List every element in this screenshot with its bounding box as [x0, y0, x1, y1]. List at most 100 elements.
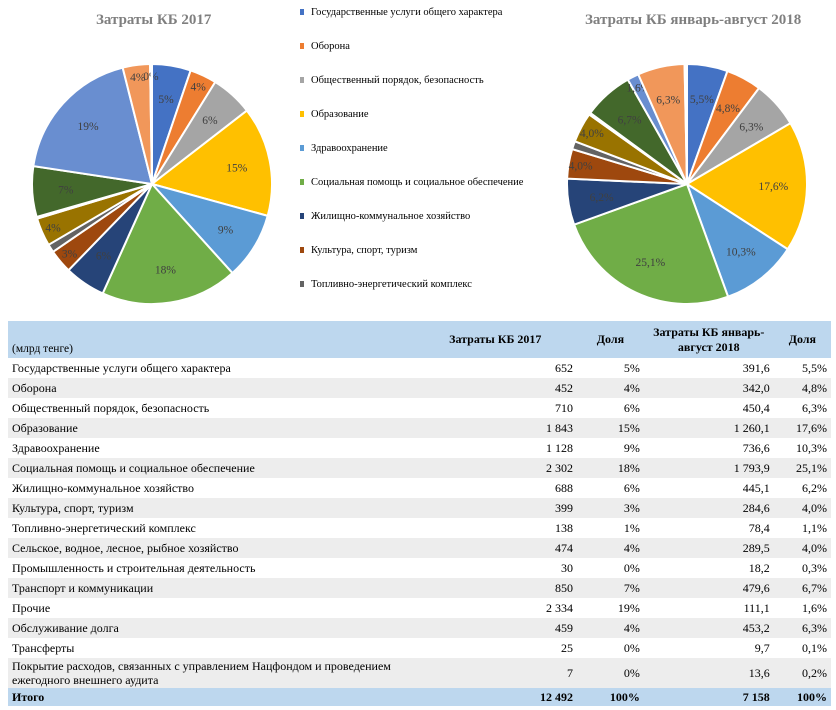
- share-2017: 0%: [577, 658, 644, 688]
- legend-entry: Здравоохранение: [300, 140, 388, 156]
- pie-slice-label: 10,3%: [726, 247, 756, 259]
- total-share-2017: 100%: [577, 688, 644, 706]
- value-2018: 78,4: [748, 520, 770, 535]
- value-2017: 138: [555, 520, 574, 535]
- legend-entry: Образование: [300, 106, 369, 122]
- share-2017: 7%: [577, 578, 644, 598]
- pie-slice: [685, 181, 790, 299]
- value-2017: 25: [561, 640, 574, 655]
- share-2018: 1,1%: [802, 520, 827, 535]
- pie-slice-label: 6,3%: [656, 95, 680, 107]
- legend-label: Культура, спорт, туризм: [311, 244, 418, 256]
- col-header-2018: Затраты КБ январь-август 2018: [643, 321, 774, 358]
- pie-slice-label: 4,0%: [569, 161, 593, 173]
- legend-entry: Жилищно-коммунальное хозяйство: [300, 208, 470, 224]
- row-name: Промышленность и строительная деятельнос…: [12, 560, 256, 575]
- value-2017: 2 334: [546, 600, 574, 615]
- legend-swatch-icon: [300, 179, 304, 185]
- share-2018: 6,7%: [773, 578, 831, 598]
- legend-label: Социальная помощь и социальное обеспечен…: [311, 176, 524, 188]
- legend-label: Общественный порядок, безопасность: [311, 74, 484, 86]
- table-row: Трансферты 25 0% 9,7 0,1%: [8, 638, 831, 658]
- pie-slice-label: 3%: [62, 249, 78, 261]
- row-name: Сельское, водное, лесное, рыбное хозяйст…: [8, 538, 414, 558]
- row-name: Здравоохранение: [12, 440, 100, 455]
- table-row: Образование 1 843 15% 1 260,1 17,6%: [8, 418, 831, 438]
- share-2017: 6%: [623, 480, 640, 495]
- value-2017: 399: [413, 498, 578, 518]
- legend-label: Топливно-энергетический комплекс: [311, 278, 472, 290]
- table-row: Покрытие расходов, связанных с управлени…: [8, 658, 831, 688]
- pie-slice-label: 6,3%: [739, 121, 763, 133]
- value-2017: 710: [555, 400, 574, 415]
- legend-swatch-icon: [300, 9, 304, 15]
- total-2017: 12 492: [413, 688, 578, 706]
- table-row: Транспорт и коммуникации 850 7% 479,6 6,7%: [8, 578, 831, 598]
- legend-entry: Общественный порядок, безопасность: [300, 72, 484, 88]
- value-2017: 459: [413, 618, 578, 638]
- chart-title-2018: Затраты КБ январь-август 2018: [585, 12, 802, 28]
- share-2018: 5,5%: [802, 360, 827, 375]
- value-2018: 736,6: [742, 440, 770, 455]
- pie-slice-label: 25,1%: [636, 257, 666, 269]
- pie-slice-label: 18%: [155, 264, 177, 276]
- table-row: Культура, спорт, туризм 399 3% 284,6 4,0%: [8, 498, 831, 518]
- share-2017: 4%: [577, 618, 644, 638]
- table-row: Промышленность и строительная деятельнос…: [8, 558, 831, 578]
- value-2017: 2 302: [413, 458, 578, 478]
- table-row: Общественный порядок, безопасность 710 6% 4…: [8, 398, 831, 418]
- share-2017: 15%: [577, 418, 644, 438]
- value-2017: 688: [555, 480, 574, 495]
- share-2017: 3%: [577, 498, 644, 518]
- share-2017: 4%: [577, 538, 644, 558]
- share-2017: 18%: [577, 458, 644, 478]
- pie-slice-label: 4,0%: [580, 128, 604, 140]
- share-2017: 19%: [617, 600, 640, 615]
- pie-slice-label: 4,8%: [716, 103, 740, 115]
- row-name: Транспорт и коммуникации: [8, 578, 414, 598]
- share-2018: 25,1%: [773, 458, 831, 478]
- table-row: Оборона 452 4% 342,0 4,8%: [8, 378, 831, 398]
- value-2018: 289,5: [643, 538, 774, 558]
- share-2018: 0,3%: [802, 560, 827, 575]
- share-2018: 1,6%: [802, 600, 827, 615]
- share-2018: 0,2%: [773, 658, 831, 688]
- pie-slice: [32, 66, 154, 186]
- pie-slice-label: 5,5%: [690, 94, 714, 106]
- share-2018: 0,1%: [802, 640, 827, 655]
- legend-swatch-icon: [300, 281, 304, 287]
- value-2018: 13,6: [643, 658, 774, 688]
- pie-slice-label: 4%: [130, 72, 146, 84]
- pie-slice-label: 6,2%: [590, 192, 614, 204]
- value-2018: 342,0: [643, 378, 774, 398]
- legend-swatch-icon: [300, 77, 304, 83]
- total-share-2018: 100%: [773, 688, 831, 706]
- share-2017: 0%: [623, 640, 640, 655]
- pie-slice-label: 17,6%: [759, 181, 789, 193]
- value-2018: 391,6: [742, 360, 770, 375]
- table-header-row: (млрд тенге) Затраты КБ 2017 Доля Затрат…: [8, 321, 831, 358]
- pie-slice: [101, 182, 234, 305]
- share-2018: 10,3%: [796, 440, 827, 455]
- legend-entry: Культура, спорт, туризм: [300, 242, 417, 258]
- pie-slice-label: 6%: [202, 115, 218, 127]
- row-name: Прочие: [12, 600, 51, 615]
- value-2017: 1 128: [546, 440, 574, 455]
- pie-slice-label: 7%: [58, 185, 74, 197]
- value-2018: 1 260,1: [643, 418, 774, 438]
- row-name: Государственные услуги общего характера: [12, 360, 231, 375]
- pie-slice-label: 6,7%: [618, 114, 642, 126]
- legend-entry: Социальная помощь и социальное обеспечен…: [300, 174, 523, 190]
- legend-swatch-icon: [300, 111, 304, 117]
- row-name: Обслуживание долга: [8, 618, 414, 638]
- legend-swatch-icon: [300, 247, 304, 253]
- share-2018: 6,2%: [802, 480, 827, 495]
- pie-slice-label: 9%: [218, 224, 234, 236]
- row-name: Культура, спорт, туризм: [8, 498, 414, 518]
- value-2017: 30: [561, 560, 574, 575]
- share-2017: 0%: [623, 560, 640, 575]
- share-2017: 1%: [623, 520, 640, 535]
- value-2018: 111,1: [743, 600, 770, 615]
- pie-slice-label: 19%: [77, 121, 99, 133]
- row-name: Трансферты: [12, 640, 75, 655]
